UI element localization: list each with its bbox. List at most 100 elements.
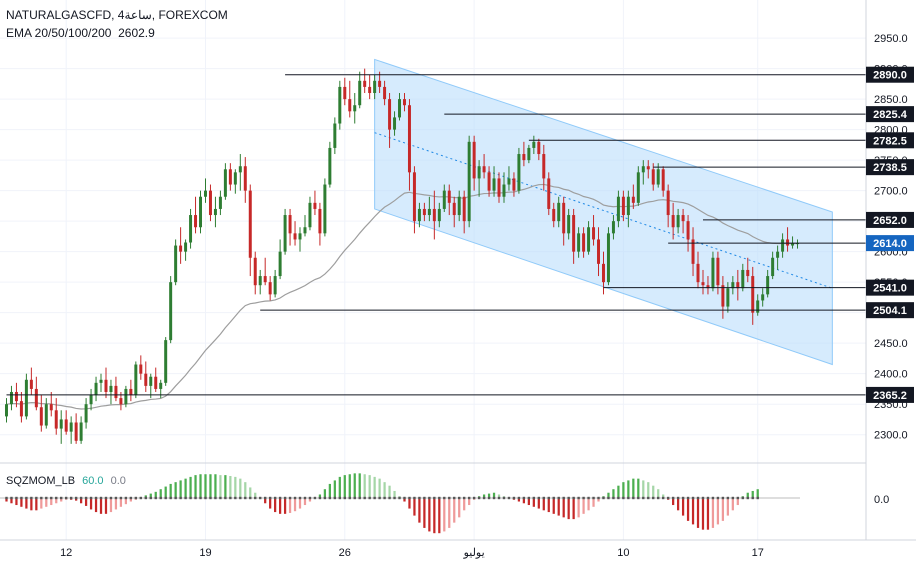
candle-body — [39, 407, 43, 426]
momentum-bar — [373, 476, 376, 498]
candle-body — [368, 86, 372, 94]
momentum-bar — [567, 498, 570, 520]
squeeze-dot — [567, 496, 570, 500]
squeeze-dot — [681, 496, 685, 500]
squeeze-dot — [363, 496, 366, 500]
candle-body — [373, 80, 377, 94]
level-label-text: 2825.4 — [873, 109, 908, 121]
squeeze-dot — [234, 496, 237, 500]
squeeze-dot — [268, 496, 272, 500]
candle-body — [427, 208, 431, 216]
squeeze-dot — [60, 496, 63, 500]
squeeze-dot — [119, 496, 123, 500]
indicator-legend[interactable]: SQZMOM_LB 60.0 0.0 — [6, 475, 126, 487]
candle-body — [139, 364, 143, 374]
momentum-bar — [323, 489, 327, 498]
momentum-bar — [378, 478, 381, 498]
candle-body — [134, 364, 138, 396]
momentum-bar — [94, 498, 98, 513]
squeeze-dot — [413, 496, 416, 500]
momentum-bar — [612, 489, 615, 498]
candle-body — [522, 154, 526, 161]
squeeze-dot — [99, 496, 103, 500]
candle-body — [293, 233, 297, 240]
squeeze-dot — [522, 496, 526, 500]
momentum-bar — [617, 485, 620, 498]
squeeze-dot — [726, 496, 730, 500]
ema-polyline — [6, 183, 798, 410]
squeeze-dot — [104, 496, 108, 500]
squeeze-dot — [45, 496, 48, 500]
squeeze-dot — [627, 496, 630, 500]
squeeze-dot — [642, 496, 645, 500]
squeeze-dot — [438, 496, 441, 500]
squeeze-dot — [229, 496, 232, 500]
symbol-title[interactable]: NATURALGASCFD, 4ساعة, FOREXCOM — [6, 8, 228, 22]
momentum-bar — [482, 494, 486, 498]
candle-body — [323, 184, 327, 234]
squeeze-dot — [746, 496, 749, 500]
candle-body — [452, 202, 456, 216]
squeeze-dot — [69, 496, 73, 500]
squeeze-dot — [55, 496, 58, 500]
momentum-bar — [159, 489, 162, 498]
momentum-bar — [582, 498, 585, 514]
candle-body — [303, 227, 307, 234]
momentum-bar — [224, 475, 227, 498]
level-label-text: 2365.2 — [873, 390, 907, 402]
momentum-bar — [84, 498, 88, 506]
momentum-bar — [642, 480, 645, 498]
candle-body — [766, 276, 770, 295]
squeeze-dot — [666, 496, 670, 500]
squeeze-dot — [94, 496, 98, 500]
momentum-bar — [388, 485, 391, 498]
candle-body — [49, 404, 53, 411]
momentum-bar — [45, 498, 48, 507]
momentum-bar — [164, 486, 167, 498]
candle-body — [94, 382, 98, 396]
squeeze-dot — [283, 496, 287, 500]
momentum-bar — [448, 498, 451, 528]
time-tick-label: 19 — [199, 547, 211, 559]
squeeze-dot — [184, 496, 187, 500]
momentum-bar — [721, 498, 725, 521]
momentum-bar — [338, 476, 341, 498]
candle-body — [263, 276, 267, 283]
candle-body — [34, 388, 38, 408]
squeeze-momentum-histogram — [0, 473, 800, 534]
squeeze-dot — [383, 496, 386, 500]
candle-body — [398, 99, 402, 118]
momentum-bar — [129, 498, 132, 502]
squeeze-dot — [731, 496, 735, 500]
candle-body — [661, 169, 665, 191]
candle-body — [328, 147, 332, 185]
momentum-bar — [428, 498, 431, 532]
squeeze-dot — [487, 496, 491, 500]
time-tick-label: 26 — [339, 547, 351, 559]
level-label-box — [866, 159, 914, 176]
candle-body — [238, 166, 242, 173]
squeeze-dot — [507, 496, 511, 500]
candle-body — [597, 239, 601, 264]
ema-legend[interactable]: EMA 20/50/100/200 2602.9 — [6, 26, 155, 40]
squeeze-dot — [393, 496, 396, 500]
momentum-bar — [169, 483, 172, 498]
momentum-bar — [209, 474, 212, 498]
momentum-bar — [403, 498, 406, 502]
squeeze-dot — [502, 496, 506, 500]
momentum-bar — [328, 483, 331, 498]
candle-body — [402, 99, 406, 106]
squeeze-dot — [756, 496, 759, 500]
price-tick-label: 2950.0 — [874, 33, 908, 45]
momentum-bar — [662, 494, 665, 498]
level-label-box — [866, 211, 914, 228]
momentum-bar — [527, 498, 530, 506]
candle-body — [164, 340, 168, 383]
momentum-bar — [244, 482, 247, 498]
time-axis[interactable]: 12 19 26 يوليو 10 17 — [60, 547, 764, 559]
candle-body — [547, 178, 551, 209]
price-tick-label: 2450.0 — [874, 338, 908, 350]
squeeze-dot — [592, 496, 595, 500]
level-label-text: 2782.5 — [873, 135, 907, 147]
